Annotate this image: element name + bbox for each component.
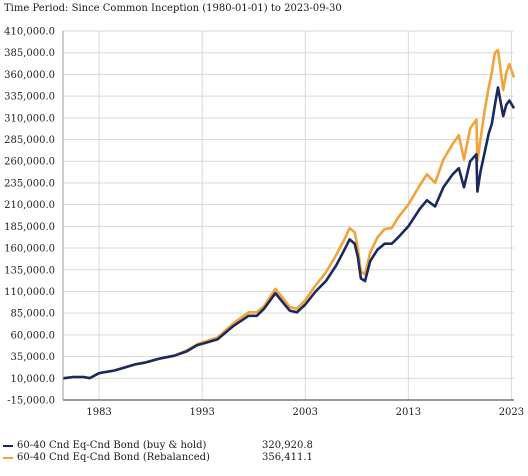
series-line-rebalanced [62,48,516,380]
y-tick-label: 210,000.0 [4,200,55,211]
series-lines [62,48,516,380]
legend-value-buy-hold: 320,920.8 [262,440,313,451]
y-tick-label: 285,000.0 [4,135,55,146]
y-tick-label: 235,000.0 [4,178,55,189]
x-tick-label: 1983 [86,407,111,418]
y-tick-label: 410,000.0 [4,27,55,38]
y-tick-label: 10,000.0 [10,374,55,385]
legend-item-buy-hold: 60-40 Cnd Eq-Cnd Bond (buy & hold) 320,9… [3,440,313,452]
y-axis-ticks: 410,000.0 385,000.0 360,000.0 335,000.0 310,… [4,27,55,407]
y-tick-label: 185,000.0 [4,222,55,233]
time-period-title: Time Period: Since Common Inception (198… [4,3,342,14]
y-tick-label: -15,000.0 [7,396,55,407]
y-tick-label: 60,000.0 [10,330,55,341]
y-tick-label: 35,000.0 [10,352,55,363]
legend-swatch-buy-hold [3,445,13,447]
grid-lines [63,30,514,401]
legend-label-buy-hold: 60-40 Cnd Eq-Cnd Bond (buy & hold) [17,440,207,451]
legend: 60-40 Cnd Eq-Cnd Bond (buy & hold) 320,9… [3,440,313,464]
axis-lines [62,31,514,401]
y-tick-label: 360,000.0 [4,70,55,81]
y-tick-label: 385,000.0 [4,48,55,59]
x-tick-label: 2013 [396,407,421,418]
y-tick-label: 110,000.0 [4,287,55,298]
legend-value-rebalanced: 356,411.1 [262,452,313,463]
series-line-buy-hold [62,86,516,380]
legend-item-rebalanced: 60-40 Cnd Eq-Cnd Bond (Rebalanced) 356,4… [3,452,313,464]
x-tick-label: 2003 [293,407,318,418]
legend-label-rebalanced: 60-40 Cnd Eq-Cnd Bond (Rebalanced) [17,452,210,463]
y-tick-label: 335,000.0 [4,92,55,103]
line-chart: 410,000.0 385,000.0 360,000.0 335,000.0 310,… [4,27,524,419]
y-tick-label: 260,000.0 [4,157,55,168]
y-tick-label: 135,000.0 [4,265,55,276]
legend-swatch-rebalanced [3,457,13,459]
x-tick-label: 2023 [499,407,524,418]
y-tick-label: 160,000.0 [4,244,55,255]
x-tick-label: 1993 [189,407,214,418]
x-axis-ticks: 1983 1993 2003 2013 2023 [86,407,524,418]
y-tick-label: 85,000.0 [10,309,55,320]
y-tick-label: 310,000.0 [4,113,55,124]
